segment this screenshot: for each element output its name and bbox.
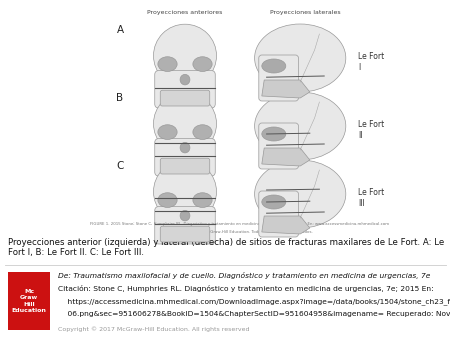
FancyBboxPatch shape — [259, 55, 298, 101]
FancyBboxPatch shape — [160, 226, 210, 242]
Text: Le Fort
II: Le Fort II — [358, 120, 384, 140]
FancyBboxPatch shape — [259, 191, 298, 237]
Text: De: Traumatismo maxilofacial y de cuello. Diagnóstico y tratamiento en medicina : De: Traumatismo maxilofacial y de cuello… — [58, 272, 430, 279]
Text: Proyecciones anteriores: Proyecciones anteriores — [147, 10, 223, 15]
Text: Copyright © 2015 McGraw-Hill Education. Todos los derechos reservados.: Copyright © 2015 McGraw-Hill Education. … — [167, 230, 312, 234]
FancyBboxPatch shape — [8, 272, 50, 330]
Ellipse shape — [153, 160, 216, 223]
Text: 06.png&sec=951606278&BookID=1504&ChapterSectID=951604958&imagename= Recuperado: : 06.png&sec=951606278&BookID=1504&Chapter… — [58, 311, 450, 317]
Ellipse shape — [158, 125, 177, 140]
FancyBboxPatch shape — [155, 207, 215, 244]
Text: Mc
Graw
Hill
Education: Mc Graw Hill Education — [12, 289, 46, 313]
FancyBboxPatch shape — [155, 139, 215, 176]
FancyBboxPatch shape — [155, 71, 215, 108]
Polygon shape — [262, 148, 310, 166]
Ellipse shape — [153, 24, 216, 87]
FancyBboxPatch shape — [160, 90, 210, 106]
Ellipse shape — [180, 210, 190, 221]
Text: Proyecciones anterior (izquierda) y lateral (derecha) de sitios de fracturas max: Proyecciones anterior (izquierda) y late… — [8, 238, 444, 258]
Ellipse shape — [158, 57, 177, 71]
Ellipse shape — [180, 142, 190, 153]
FancyBboxPatch shape — [160, 158, 210, 174]
Text: Le Fort
I: Le Fort I — [358, 52, 384, 72]
Ellipse shape — [158, 193, 177, 208]
Text: A: A — [117, 25, 124, 35]
Text: Proyecciones laterales: Proyecciones laterales — [270, 10, 340, 15]
Text: Citación: Stone C, Humphries RL. Diagnóstico y tratamiento en medicina de urgenc: Citación: Stone C, Humphries RL. Diagnós… — [58, 285, 434, 292]
Text: Le Fort
III: Le Fort III — [358, 188, 384, 208]
Text: Copyright © 2017 McGraw-Hill Education. All rights reserved: Copyright © 2017 McGraw-Hill Education. … — [58, 326, 249, 332]
Ellipse shape — [193, 193, 212, 208]
Ellipse shape — [262, 59, 286, 73]
Ellipse shape — [153, 92, 216, 155]
FancyBboxPatch shape — [259, 123, 298, 169]
Text: C: C — [116, 161, 124, 171]
Ellipse shape — [255, 92, 346, 160]
Ellipse shape — [193, 125, 212, 140]
Ellipse shape — [262, 127, 286, 141]
Text: https://accessmedicina.mhmedical.com/DownloadImage.aspx?image=/data/books/1504/s: https://accessmedicina.mhmedical.com/Dow… — [58, 298, 450, 305]
Ellipse shape — [180, 74, 190, 85]
Ellipse shape — [255, 24, 346, 92]
Ellipse shape — [255, 160, 346, 228]
Ellipse shape — [193, 57, 212, 71]
Text: FIGURE 1. 2015 Stone; Stone C, Humphries RL. Diagnóstico y tratamiento en medici: FIGURE 1. 2015 Stone; Stone C, Humphries… — [90, 222, 390, 226]
Polygon shape — [262, 80, 310, 98]
Polygon shape — [262, 216, 310, 234]
Text: B: B — [117, 93, 124, 103]
Ellipse shape — [262, 195, 286, 209]
